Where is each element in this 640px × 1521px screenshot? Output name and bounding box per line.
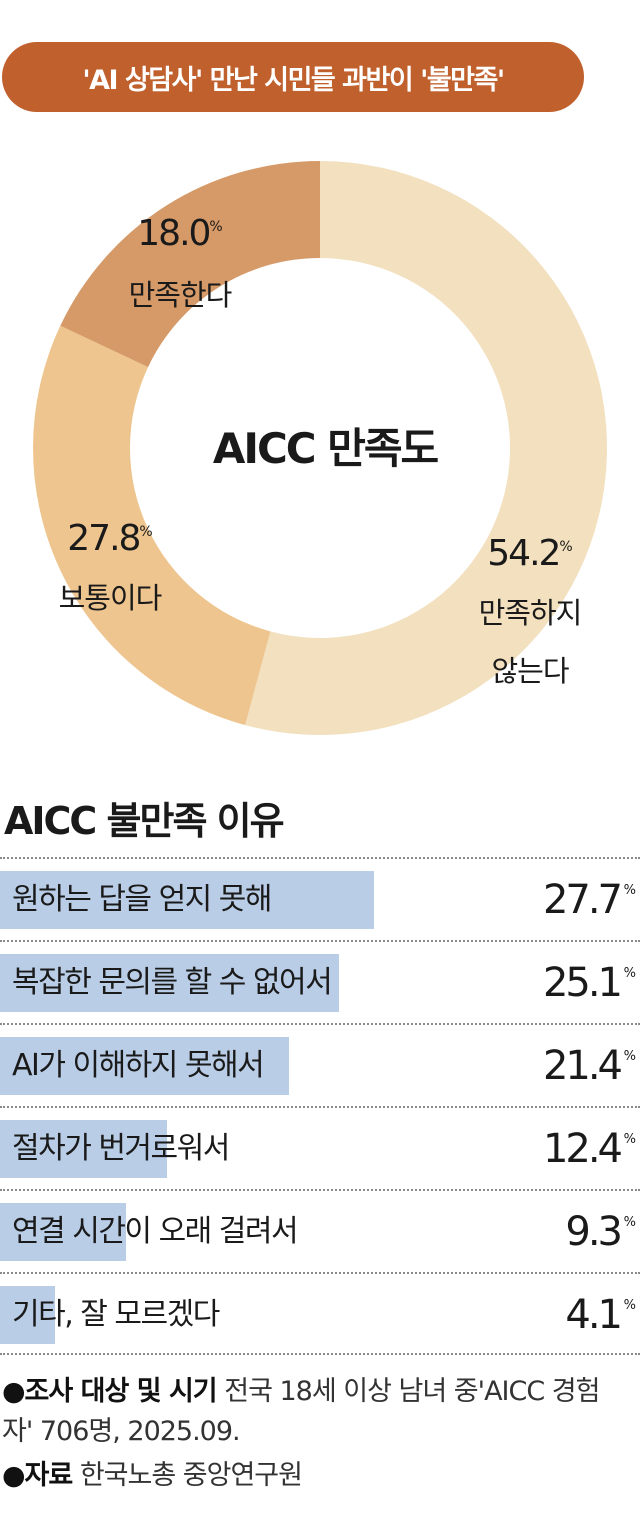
bar-row: 기타, 잘 모르겠다 4.1% [0,1272,640,1355]
bar-percent-sign: % [623,1132,636,1147]
donut-slice-not-satisfied [245,161,608,736]
bar-fill [0,871,374,929]
bar-value: 4.1 [565,1292,623,1338]
headline-banner: 'AI 상담사' 만난 시민들 과반이 '불만족' [2,42,584,112]
survey-footnote-text: 전국 18세 이상 남녀 중'AICC 경험자' 706명, 2025.09. [2,1376,600,1447]
bar-fill [0,1203,126,1261]
source-footnote-text: 한국노총 중앙연구원 [79,1460,303,1491]
bar-percent-sign: % [623,1215,636,1230]
bar-value: 25.1 [542,960,623,1006]
bar-label: AI가 이해하지 못해서 [12,1048,265,1083]
bar-row: 연결 시간이 오래 걸려서 9.3% [0,1189,640,1272]
bar-percent-sign: % [623,1049,636,1064]
donut-center-title: AICC 만족도 [213,424,439,473]
source-footnote-label: ●자료 [2,1460,73,1491]
bar-percent-sign: % [623,966,636,981]
dissatisfaction-bar-chart: 원하는 답을 얻지 못해 27.7% 복잡한 문의를 할 수 없어서 25.1% AI가… [0,857,640,1355]
bar-label: 절차가 번거로워서 [12,1131,230,1166]
donut-label-satisfied-line-1: 만족한다 [129,278,232,312]
bar-label: 원하는 답을 얻지 못해 [12,882,273,917]
bar-fill [0,1120,168,1178]
bar-row: 절차가 번거로워서 12.4% [0,1106,640,1189]
bar-row: 복잡한 문의를 할 수 없어서 25.1% [0,940,640,1023]
bar-row: 원하는 답을 얻지 못해 27.7% [0,857,640,940]
bar-label: 복잡한 문의를 할 수 없어서 [12,965,333,1000]
bar-value: 21.4 [542,1043,623,1089]
bar-value: 9.3 [565,1209,623,1255]
bar-label: 연결 시간이 오래 걸려서 [12,1214,299,1249]
bar-fill [0,954,339,1012]
bar-value: 27.7 [542,877,623,923]
bar-row: AI가 이해하지 못해서 21.4% [0,1023,640,1106]
bar-percent-sign: % [623,1298,636,1313]
survey-footnote: ●조사 대상 및 시기 전국 18세 이상 남녀 중'AICC 경험자' 706… [2,1372,622,1452]
bar-fill [0,1286,56,1344]
donut-value-satisfied: 18.0% [137,213,222,254]
donut-label-neutral-line-1: 보통이다 [59,581,162,615]
bar-label: 기타, 잘 모르겠다 [12,1297,220,1332]
donut-value-neutral: 27.8% [67,518,152,559]
donut-slice-satisfied [60,161,320,368]
bar-chart-title: AICC 불만족 이유 [4,799,285,843]
donut-label-not-satisfied-line-2: 않는다 [491,654,568,688]
bar-percent-sign: % [623,883,636,898]
survey-footnote-label: ●조사 대상 및 시기 [2,1376,218,1407]
donut-value-not-satisfied: 54.2% [487,533,572,574]
source-footnote: ●자료 한국노총 중앙연구원 [2,1456,622,1496]
donut-label-not-satisfied-line-1: 만족하지 [479,596,582,630]
bar-fill [0,1037,289,1095]
bar-value: 12.4 [542,1126,623,1172]
headline-text: 'AI 상담사' 만난 시민들 과반이 '불만족' [82,64,505,96]
donut-slice-neutral [32,325,271,726]
